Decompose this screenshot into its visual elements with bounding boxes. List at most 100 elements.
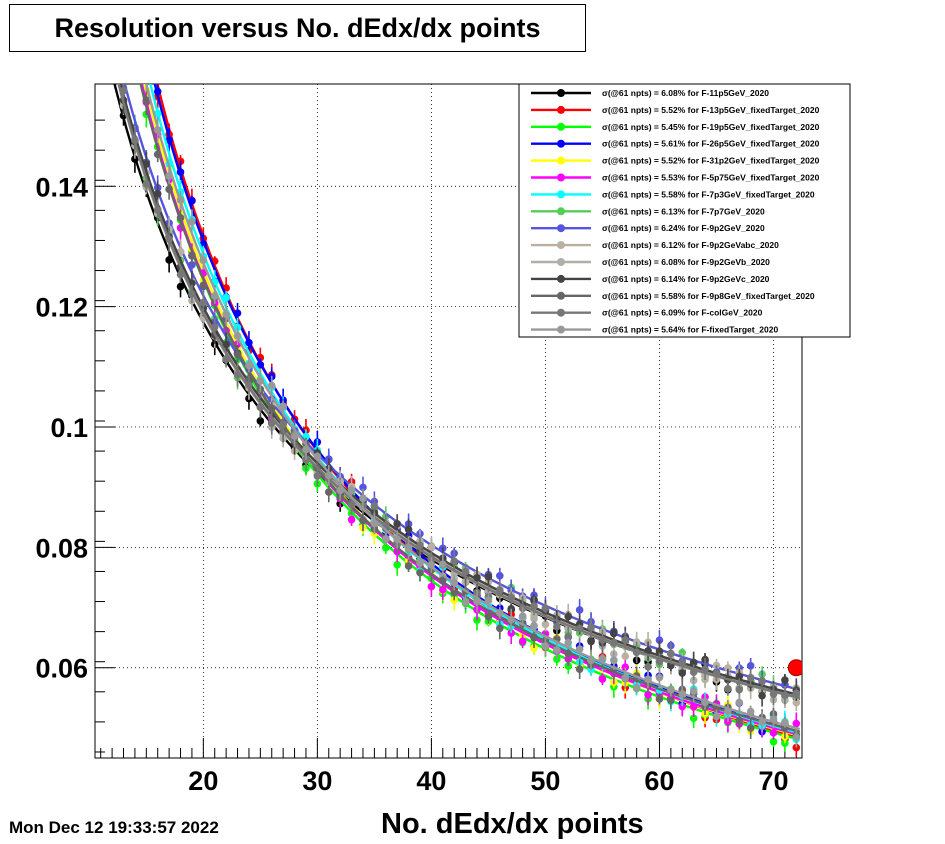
series-point [769,737,778,746]
series-point [176,270,185,279]
series-point [97,0,105,2]
series-point [712,712,721,721]
series-point [108,47,116,55]
timestamp: Mon Dec 12 19:33:57 2022 [9,818,219,837]
series-point [233,309,242,317]
series-point [564,632,573,641]
x-tick-label: 60 [644,766,674,796]
legend-swatch-marker [557,224,565,233]
series-point [131,45,139,53]
series-point [621,652,630,661]
series-point [165,185,173,194]
series-point [530,633,538,641]
series-point [131,53,139,61]
legend-swatch-marker [557,105,565,114]
series-point [678,702,687,711]
series-point [575,665,584,674]
series-point [119,86,128,95]
legend-swatch-marker [557,258,565,266]
series-point [564,662,573,670]
series-point [324,488,333,496]
series-point [199,281,208,290]
series-point [359,516,367,525]
series-point [496,609,504,617]
series-point [416,541,424,550]
series-point [153,206,162,214]
series-point [370,502,379,510]
series-point [541,642,550,650]
legend-swatch-marker [557,207,565,216]
series-point [165,256,173,264]
series-point [233,332,242,340]
series-point [142,160,151,168]
series-point [678,690,687,698]
x-tick-label: 40 [416,766,446,796]
series-point [233,350,242,359]
series-point [792,698,801,707]
series-point [541,620,550,629]
series-point [496,624,504,633]
y-tick-label: 0.14 [35,172,88,202]
series-point [769,690,778,699]
series-point [108,60,116,68]
y-tick-label: 0.08 [35,533,88,563]
legend-swatch-marker [557,274,565,283]
series-point [461,567,470,576]
series-point [667,649,675,658]
series-point [393,519,401,528]
legend-swatch-marker [557,291,565,300]
series-point [131,8,139,16]
y-tick-label: 0.06 [35,654,88,684]
series-point [267,381,276,390]
series-point [143,52,151,60]
series-point [781,691,789,700]
series-point [404,525,413,534]
series-point [678,659,687,667]
title-box: Resolution versus No. dEdx/dx points [9,4,586,52]
series-point [621,674,630,682]
legend-swatch-marker [557,190,565,199]
y-tick-label: 0.1 [50,413,88,443]
series-point [222,355,230,363]
series-point [450,578,459,587]
series-point [792,689,801,698]
series-point [153,109,162,118]
series-point [792,743,801,752]
legend-entry: σ(@61 npts) = 6.14% for F-9p2GeVc_2020 [602,274,770,284]
series-point [735,672,744,681]
legend-swatch-marker [557,325,565,334]
series-point [108,18,116,26]
series-point [724,685,732,693]
series-point [131,1,139,9]
series-point [393,535,401,544]
series-point [655,647,664,655]
series-point [245,381,253,389]
series-point [746,661,755,670]
series-point [769,729,778,737]
series-point [758,676,766,685]
series-point [644,647,652,655]
series-point [153,150,162,159]
series-point [188,261,196,269]
legend-entry: σ(@61 npts) = 5.58% for F-9p8GeV_fixedTa… [602,291,815,301]
legend-swatch-marker [557,156,565,165]
series-point [438,576,447,584]
series-point [108,51,116,59]
series-point [530,602,538,610]
legend-swatch-marker [557,241,565,250]
series-point [176,214,185,222]
series-point [610,639,618,647]
series-point [587,656,595,665]
series-point [758,718,766,726]
series-group [97,0,802,757]
series-point [416,559,424,567]
legend-entry: σ(@61 npts) = 5.53% for F-5p75GeV_fixedT… [602,173,820,183]
legend-swatch-marker [557,89,565,97]
series-point [256,402,265,411]
series-point [644,690,652,699]
series-point [792,719,801,728]
series-point [210,292,219,300]
series-point [256,361,265,369]
legend-entry: σ(@61 npts) = 5.52% for F-31p2GeV_fixedT… [602,156,820,166]
series-point [587,637,595,646]
